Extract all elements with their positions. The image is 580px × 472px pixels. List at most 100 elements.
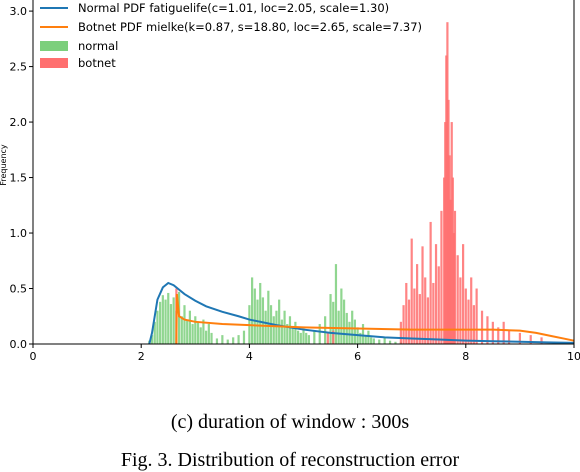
legend-label: Botnet PDF mielke(k=0.87, s=18.80, loc=2… (78, 20, 422, 34)
normal-bar (200, 327, 202, 344)
normal-bar (237, 335, 239, 344)
normal-bar (189, 311, 191, 344)
subfigure-caption: (c) duration of window : 300s (0, 411, 580, 434)
x-tick-label: 8 (462, 350, 469, 363)
normal-bar (194, 316, 196, 344)
normal-bar (164, 300, 166, 344)
figure-caption: Fig. 3. Distribution of reconstruction e… (0, 449, 580, 472)
botnet-bar (405, 283, 407, 344)
botnet-bar (413, 289, 415, 344)
botnet-bar (481, 311, 483, 344)
x-tick-label: 2 (138, 350, 145, 363)
normal-bar (197, 322, 199, 344)
normal-bar (205, 331, 207, 344)
normal-bar (259, 283, 261, 344)
botnet-bar (457, 255, 459, 344)
normal-bar (227, 340, 229, 344)
legend: Normal PDF fatiguelife(c=1.01, loc=2.05,… (40, 1, 422, 70)
normal-bar (362, 324, 364, 344)
normal-bar (278, 300, 280, 344)
y-tick-label: 2.0 (10, 116, 28, 129)
normal-bar (210, 333, 212, 344)
normal-bar (167, 293, 169, 344)
normal-bar (302, 328, 304, 344)
legend-label: Normal PDF fatiguelife(c=1.01, loc=2.05,… (78, 1, 389, 15)
y-tick-label: 2.5 (10, 61, 28, 74)
y-tick-label: 1.5 (10, 172, 28, 185)
normal-bar (156, 311, 158, 344)
normal-bar (281, 320, 283, 344)
botnet-bar (416, 264, 418, 344)
axes: 0 2 4 6 8 10 0.0 0.5 1.0 1.5 2.0 2.5 3.0 (10, 0, 580, 363)
botnet-bar (400, 322, 402, 344)
botnet-bar (430, 222, 432, 344)
normal-bar (294, 322, 296, 344)
normal-bar (373, 338, 375, 344)
x-tick-label: 10 (567, 350, 580, 363)
normal-bar (378, 340, 380, 344)
normal-bar (216, 338, 218, 344)
normal-bar (305, 333, 307, 344)
normal-bar (183, 305, 185, 344)
y-axis-label: Frequency (0, 144, 8, 186)
normal-bar (267, 291, 269, 344)
botnet-bar (419, 294, 421, 344)
botnet-bar (427, 297, 429, 344)
normal-bar (329, 294, 331, 344)
y-axis-label-group: Frequency (0, 144, 8, 186)
legend-label: normal (78, 39, 118, 53)
botnet-bar (470, 277, 472, 344)
botnet-bar (424, 277, 426, 344)
x-tick-label: 4 (246, 350, 253, 363)
normal-histogram (148, 264, 402, 344)
normal-bar (292, 327, 294, 344)
normal-bar (313, 331, 315, 344)
botnet-bar (432, 283, 434, 344)
normal-bar (354, 320, 356, 344)
normal-bar (162, 295, 164, 344)
legend-patch-swatch (40, 58, 68, 68)
normal-bar (173, 297, 175, 344)
normal-bar (208, 324, 210, 344)
normal-bar (300, 333, 302, 344)
normal-bar (170, 304, 172, 344)
y-tick-label: 3.0 (10, 5, 28, 18)
botnet-bar (476, 289, 478, 344)
normal-bar (221, 335, 223, 344)
normal-bar (289, 316, 291, 344)
normal-bar (273, 316, 275, 344)
botnet-bar (454, 211, 456, 344)
y-tick-label: 0.0 (10, 338, 28, 351)
botnet-bar (440, 211, 442, 344)
normal-bar (262, 297, 264, 344)
normal-bar (335, 264, 337, 344)
normal-bar (265, 311, 267, 344)
y-tick-label: 0.5 (10, 283, 28, 296)
normal-bar (159, 302, 161, 344)
botnet-bar (438, 266, 440, 344)
y-tick-label: 1.0 (10, 227, 28, 240)
botnet-bar (467, 300, 469, 344)
botnet-bar (459, 277, 461, 344)
normal-bar (297, 331, 299, 344)
normal-bar (370, 337, 372, 344)
x-tick-label: 0 (30, 350, 37, 363)
legend-label: botnet (78, 56, 116, 70)
normal-bar (275, 311, 277, 344)
normal-bar (343, 300, 345, 344)
normal-bar (367, 331, 369, 344)
normal-pdf-line (149, 283, 574, 344)
normal-bar (181, 316, 183, 344)
normal-bar (186, 320, 188, 344)
botnet-bar (411, 239, 413, 344)
normal-bar (254, 289, 256, 344)
normal-bar (243, 331, 245, 344)
normal-bar (348, 322, 350, 344)
normal-bar (192, 324, 194, 344)
normal-bar (324, 316, 326, 344)
botnet-bar (327, 333, 329, 344)
normal-bar (232, 337, 234, 344)
normal-bar (340, 289, 342, 344)
pdf-curves (149, 283, 574, 344)
x-tick-label: 6 (354, 350, 361, 363)
